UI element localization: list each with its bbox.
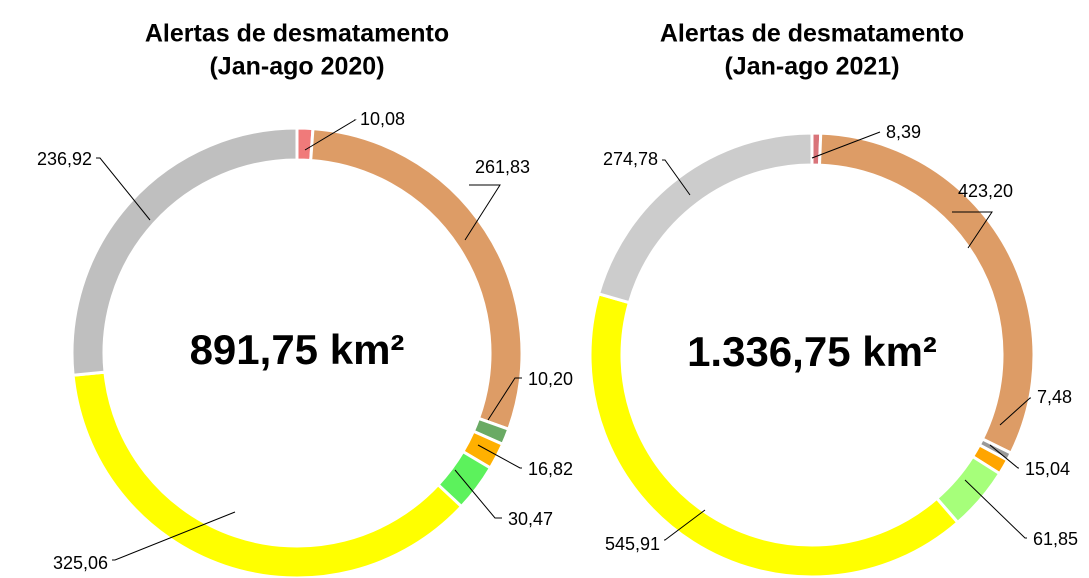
chart-subtitle: (Jan-ago 2021) xyxy=(724,53,899,81)
data-label: 274,78 xyxy=(603,149,658,169)
data-label: 61,85 xyxy=(1033,529,1078,549)
chart-subtitle: (Jan-ago 2020) xyxy=(209,53,384,81)
center-label: 1.336,75 km² xyxy=(687,328,937,375)
data-label: 8,39 xyxy=(886,122,921,142)
leader-line xyxy=(112,511,236,561)
center-label: 891,75 km² xyxy=(190,326,405,373)
data-label: 10,20 xyxy=(528,369,573,389)
leader-line xyxy=(964,479,1027,539)
donut-segment xyxy=(71,370,464,578)
data-label: 30,47 xyxy=(508,509,553,529)
data-label: 261,83 xyxy=(475,157,530,177)
leader-line xyxy=(999,397,1031,426)
chart-title: Alertas de desmatamento xyxy=(145,20,449,48)
leader-line xyxy=(477,444,522,469)
data-label: 325,06 xyxy=(53,553,108,573)
leader-line xyxy=(811,131,881,159)
data-label: 236,92 xyxy=(37,149,92,169)
donut-segment xyxy=(70,126,299,377)
chart-title: Alertas de desmatamento xyxy=(660,20,964,48)
leader-line xyxy=(989,444,1019,469)
data-label: 16,82 xyxy=(528,459,573,479)
donut-segment xyxy=(596,131,814,305)
leader-line xyxy=(664,509,706,541)
leader-line xyxy=(304,119,357,151)
leader-line xyxy=(454,469,502,519)
leader-line xyxy=(952,211,993,249)
data-label: 545,91 xyxy=(605,534,660,554)
leader-line xyxy=(464,184,501,241)
leader-line xyxy=(662,159,691,196)
data-label: 7,48 xyxy=(1037,387,1072,407)
leader-line xyxy=(96,157,151,221)
data-label: 423,20 xyxy=(958,181,1013,201)
data-label: 10,08 xyxy=(360,109,405,129)
data-label: 15,04 xyxy=(1025,459,1070,479)
leader-line xyxy=(487,377,522,421)
